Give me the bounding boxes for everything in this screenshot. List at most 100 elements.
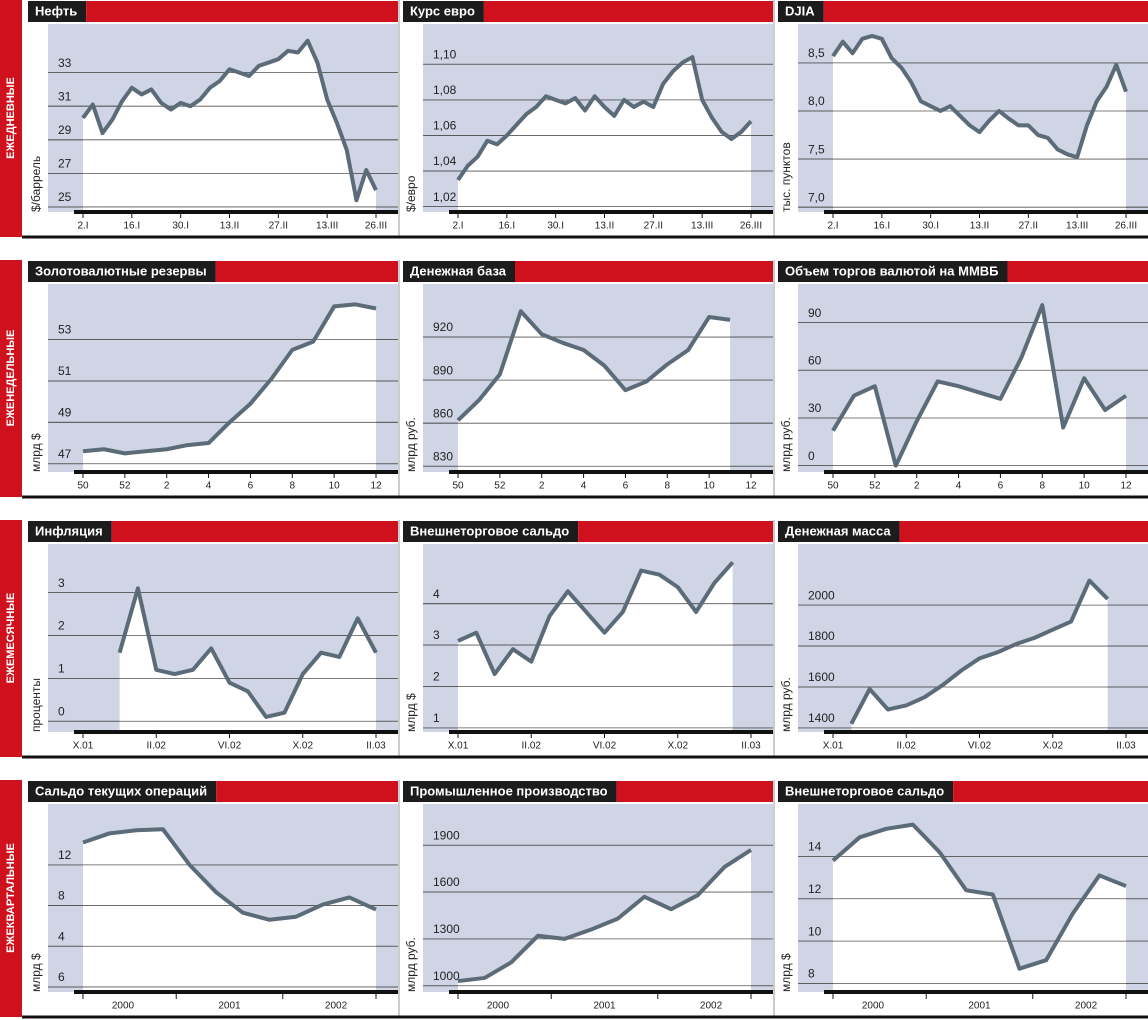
title-bar — [483, 1, 773, 22]
y-axis-label: млрд $ — [779, 953, 793, 992]
y-tick-label: 0 — [58, 704, 65, 718]
y-tick-label: 2 — [433, 670, 440, 684]
title-box — [778, 781, 954, 802]
x-tick-label: 13.III — [691, 221, 713, 232]
y-tick-label: 1300 — [433, 922, 460, 936]
chart-title: Сальдо текущих операций — [35, 783, 207, 798]
y-tick-label: 4 — [433, 587, 440, 601]
x-tick-label: II.03 — [366, 741, 386, 752]
y-axis-label: млрд $ — [29, 953, 43, 992]
x-group-label: 2000 — [862, 1001, 885, 1012]
x-tick-label: 13.II — [220, 221, 239, 232]
y-tick-label: 51 — [58, 364, 72, 378]
x-group-label: 2001 — [218, 1001, 241, 1012]
y-axis-label: млрд руб. — [404, 417, 418, 472]
title-box — [28, 781, 217, 802]
title-bar — [616, 781, 773, 802]
y-axis-label: млрд руб. — [404, 937, 418, 992]
y-tick-label: 0 — [808, 449, 815, 463]
x-tick-label: VI.02 — [218, 741, 242, 752]
x-tick-label: 50 — [77, 481, 89, 492]
area-fill — [119, 588, 376, 732]
data-line — [82, 302, 377, 456]
title-bar — [111, 521, 398, 542]
x-tick-label: II.02 — [522, 741, 542, 752]
x-tick-label: 2 — [914, 481, 920, 492]
data-line — [81, 38, 378, 203]
x-tick-label: 27.II — [269, 221, 288, 232]
row-label: ЕЖЕКВАРТАЛЬНЫЕ — [5, 843, 17, 953]
y-tick-label: 860 — [433, 406, 453, 420]
x-tick-label: 12 — [370, 481, 382, 492]
x-tick-label: 10 — [1079, 481, 1091, 492]
title-box — [403, 781, 617, 802]
x-tick-label: 6 — [998, 481, 1004, 492]
x-tick-label: 8 — [1040, 481, 1046, 492]
x-group-label: 2000 — [487, 1001, 510, 1012]
y-tick-label: 1,04 — [433, 154, 457, 168]
x-tick-label: 2 — [164, 481, 170, 492]
title-box — [778, 1, 824, 22]
y-axis-label: тыс. пунктов — [779, 142, 793, 212]
x-tick-label: 27.II — [644, 221, 663, 232]
data-line — [849, 578, 1110, 725]
title-bar — [578, 521, 773, 542]
title-box — [403, 1, 484, 22]
y-tick-label: 8,5 — [808, 46, 825, 60]
x-tick-label: 30.I — [172, 221, 189, 232]
x-group-label: 2000 — [112, 1001, 135, 1012]
y-tick-label: 1400 — [808, 711, 835, 725]
y-tick-label: 1900 — [433, 828, 460, 842]
y-tick-label: 2 — [58, 619, 65, 633]
area-fill — [458, 57, 751, 212]
y-tick-label: 29 — [58, 123, 72, 137]
title-bar — [515, 261, 773, 282]
row-label: ЕЖЕДНЕВНЫЕ — [5, 77, 17, 159]
y-tick-label: 12 — [58, 848, 72, 862]
y-tick-label: 14 — [808, 840, 822, 854]
x-tick-label: 16.I — [498, 221, 515, 232]
row-strip — [0, 260, 22, 497]
data-line — [456, 309, 731, 422]
chart-title: Курс евро — [410, 3, 475, 18]
y-tick-label: 90 — [808, 306, 822, 320]
data-line — [82, 827, 377, 922]
y-tick-label: 7,5 — [808, 142, 825, 156]
x-tick-label: 13.II — [970, 221, 989, 232]
y-tick-label: 2000 — [808, 588, 835, 602]
x-tick-label: 52 — [119, 481, 131, 492]
x-tick-label: II.02 — [147, 741, 167, 752]
y-tick-label: 1600 — [808, 670, 835, 684]
x-tick-label: II.02 — [897, 741, 917, 752]
y-tick-label: 1,02 — [433, 190, 457, 204]
y-tick-label: 7,0 — [808, 190, 825, 204]
x-tick-label: 50 — [827, 481, 839, 492]
x-tick-label: 30.I — [547, 221, 564, 232]
y-tick-label: 8,0 — [808, 94, 825, 108]
x-tick-label: 52 — [494, 481, 506, 492]
area-fill — [83, 40, 376, 212]
area-fill — [458, 562, 733, 732]
x-tick-label: 4 — [206, 481, 212, 492]
x-group-label: 2002 — [1075, 1001, 1098, 1012]
x-tick-label: 6 — [248, 481, 254, 492]
x-tick-label: 26.III — [1115, 221, 1137, 232]
y-tick-label: 1,10 — [433, 47, 457, 61]
area-fill — [851, 580, 1108, 732]
y-axis-label: $/баррель — [29, 156, 43, 212]
x-tick-label: 10 — [704, 481, 716, 492]
x-tick-label: 4 — [581, 481, 587, 492]
chart-title: Денежная масса — [785, 523, 891, 538]
y-tick-label: 4 — [58, 929, 65, 943]
chart-title: Внешнеторговое сальдо — [785, 783, 944, 798]
y-tick-label: 1 — [58, 662, 65, 676]
title-box — [778, 521, 900, 542]
y-tick-label: 47 — [58, 447, 72, 461]
row-strip — [0, 0, 22, 237]
x-tick-label: 2 — [539, 481, 545, 492]
y-axis-label: $/евро — [404, 175, 418, 212]
chart-title: Объем торгов валютой на ММВБ — [785, 263, 999, 278]
x-tick-label: 6 — [623, 481, 629, 492]
y-tick-label: 8 — [808, 967, 815, 981]
x-tick-label: VI.02 — [968, 741, 992, 752]
